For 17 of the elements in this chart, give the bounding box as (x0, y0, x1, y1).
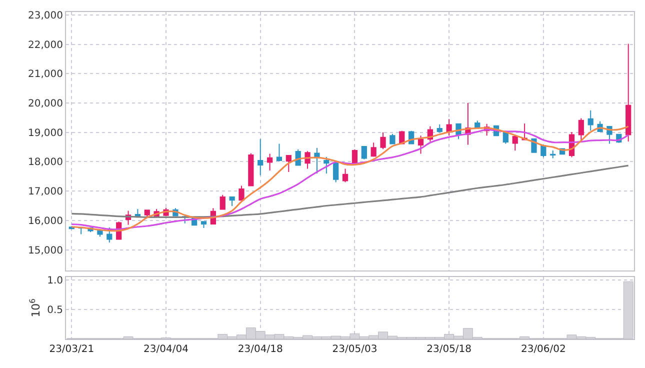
y-tick-label: 16,000 (28, 216, 63, 227)
x-tick-label: 23/04/04 (144, 344, 188, 355)
y-tick-label: 18,000 (28, 157, 63, 168)
y-tick-label: 19,000 (28, 128, 63, 139)
y-tick-label: 0.5 (47, 304, 63, 316)
y-tick-label: 21,000 (28, 69, 63, 80)
y-tick-label: 23,000 (28, 10, 63, 22)
y-tick-label: 17,000 (28, 186, 63, 198)
y-tick-label: 15,000 (28, 245, 63, 256)
x-tick-label: 23/03/21 (49, 344, 94, 355)
x-tick-label: 23/05/03 (332, 344, 378, 355)
y-tick-label: 22,000 (28, 40, 63, 51)
y-tick-label: 20,000 (28, 98, 63, 110)
x-tick-label: 23/04/18 (238, 344, 283, 355)
x-tick-label: 23/06/02 (520, 344, 566, 355)
x-tick-label: 23/05/18 (426, 344, 472, 355)
y-tick-label: 1.0 (47, 275, 63, 286)
